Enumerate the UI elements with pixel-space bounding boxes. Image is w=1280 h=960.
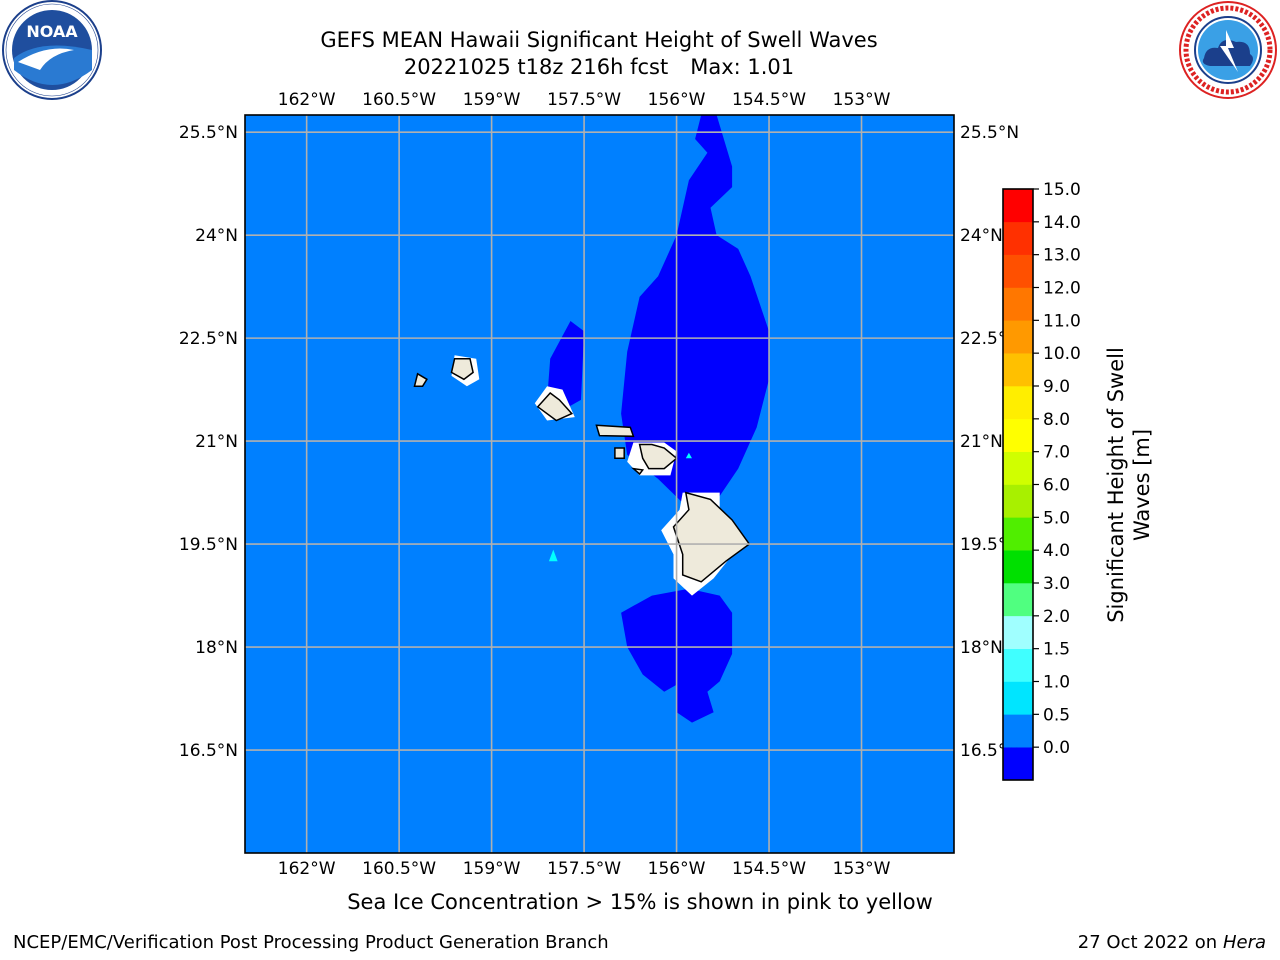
lon-tick-label-top: 159°W bbox=[463, 90, 521, 110]
colorbar-tick-label: 9.0 bbox=[1043, 377, 1070, 397]
lat-tick-label-right: 21°N bbox=[960, 432, 1003, 452]
sea-ice-note: Sea Ice Concentration > 15% is shown in … bbox=[347, 890, 933, 914]
generation-date: 27 Oct 2022 on bbox=[1077, 932, 1218, 953]
colorbar-bin bbox=[1003, 615, 1033, 649]
lon-tick-label-bottom: 156°W bbox=[648, 859, 706, 879]
colorbar-bin bbox=[1003, 681, 1033, 715]
lon-tick-label-bottom: 157.5°W bbox=[547, 859, 621, 879]
colorbar-bin bbox=[1003, 517, 1033, 551]
lat-tick-label-left: 22.5°N bbox=[179, 329, 238, 349]
colorbar-tick-label: 1.5 bbox=[1043, 640, 1070, 660]
colorbar-tick-label: 14.0 bbox=[1043, 213, 1081, 233]
ocean-background bbox=[245, 115, 954, 853]
swell-moderate-spot bbox=[548, 549, 558, 562]
colorbar-tick-label: 0.5 bbox=[1043, 705, 1070, 725]
colorbar-tick-label: 0.0 bbox=[1043, 738, 1070, 758]
lat-tick-label-left: 21°N bbox=[195, 432, 238, 452]
swell-low-region-oahu bbox=[547, 321, 585, 411]
swell-moderate-spot-maui bbox=[685, 452, 692, 459]
colorbar-bin bbox=[1003, 714, 1033, 748]
colorbar-tick-label: 5.0 bbox=[1043, 508, 1070, 528]
producer-credit: NCEP/EMC/Verification Post Processing Pr… bbox=[13, 932, 609, 953]
map-frame bbox=[244, 114, 955, 854]
lat-tick-label-left: 24°N bbox=[195, 226, 238, 246]
colorbar-label-line2: Waves [m] bbox=[1130, 429, 1154, 541]
colorbar-bin bbox=[1003, 189, 1033, 223]
lon-tick-label-bottom: 160.5°W bbox=[362, 859, 436, 879]
lat-tick-label-right: 18°N bbox=[960, 638, 1003, 658]
map-plot-area bbox=[245, 115, 954, 853]
island-oahu bbox=[536, 391, 574, 422]
colorbar-bin bbox=[1003, 386, 1033, 420]
colorbar-bin bbox=[1003, 221, 1033, 255]
colorbar-tick-label: 15.0 bbox=[1043, 180, 1081, 200]
colorbar-bin bbox=[1003, 583, 1033, 617]
lon-tick-label-bottom: 153°W bbox=[833, 859, 891, 879]
island-maui bbox=[638, 443, 678, 470]
island-molokai bbox=[595, 424, 635, 438]
colorbar-tick-label: 1.0 bbox=[1043, 673, 1070, 693]
lon-tick-label-top: 157.5°W bbox=[547, 90, 621, 110]
noaa-logo: NOAA bbox=[2, 0, 102, 100]
colorbar-label-line1: Significant Height of Swell bbox=[1104, 347, 1128, 623]
noaa-wordmark: NOAA bbox=[26, 22, 78, 41]
lon-tick-label-bottom: 162°W bbox=[278, 859, 336, 879]
colorbar-bin bbox=[1003, 451, 1033, 485]
lat-tick-label-right: 24°N bbox=[960, 226, 1003, 246]
nws-logo bbox=[1179, 1, 1277, 99]
generation-stamp: 27 Oct 2022 on Hera bbox=[1078, 932, 1266, 953]
colorbar-tick-label: 13.0 bbox=[1043, 246, 1081, 266]
lon-tick-label-top: 160.5°W bbox=[362, 90, 436, 110]
colorbar-bin bbox=[1003, 353, 1033, 387]
colorbar-bin bbox=[1003, 287, 1033, 321]
lon-tick-label-top: 153°W bbox=[833, 90, 891, 110]
colorbar-tick-label: 12.0 bbox=[1043, 279, 1081, 299]
colorbar-tick-label: 8.0 bbox=[1043, 410, 1070, 430]
colorbar-bin bbox=[1003, 418, 1033, 452]
lat-tick-label-left: 19.5°N bbox=[179, 535, 238, 555]
colorbar-tick-label: 2.0 bbox=[1043, 607, 1070, 627]
colorbar-bin bbox=[1003, 747, 1033, 781]
lat-tick-label-left: 25.5°N bbox=[179, 123, 238, 143]
colorbar-bin bbox=[1003, 254, 1033, 288]
island-niihau bbox=[413, 372, 428, 387]
forecast-run-label: 20221025 t18z 216h fcst bbox=[403, 55, 669, 79]
lon-tick-label-top: 162°W bbox=[278, 90, 336, 110]
max-value-label: Max: 1.01 bbox=[690, 55, 795, 79]
colorbar-tick-label: 3.0 bbox=[1043, 574, 1070, 594]
colorbar-bin bbox=[1003, 484, 1033, 518]
forecast-subtitle: 20221025 t18z 216h fcst Max: 1.01 bbox=[0, 54, 1198, 80]
colorbar-label: Significant Height of SwellWaves [m] bbox=[1104, 347, 1154, 623]
island-lanai bbox=[614, 447, 625, 460]
colorbar-tick-label: 6.0 bbox=[1043, 476, 1070, 496]
lon-tick-label-top: 156°W bbox=[648, 90, 706, 110]
colorbar-bin bbox=[1003, 550, 1033, 584]
island-kauai bbox=[450, 357, 474, 381]
lon-tick-label-bottom: 154.5°W bbox=[732, 859, 806, 879]
lon-tick-label-bottom: 159°W bbox=[463, 859, 521, 879]
lon-tick-label-top: 154.5°W bbox=[732, 90, 806, 110]
colorbar-tick-label: 11.0 bbox=[1043, 311, 1081, 331]
map-title: GEFS MEAN Hawaii Significant Height of S… bbox=[320, 28, 878, 52]
lat-tick-label-left: 16.5°N bbox=[179, 741, 238, 761]
colorbar-tick-label: 4.0 bbox=[1043, 541, 1070, 561]
colorbar-tick-label: 10.0 bbox=[1043, 344, 1081, 364]
generation-machine: Hera bbox=[1222, 932, 1266, 953]
island-kahoolawe bbox=[631, 467, 645, 476]
colorbar-bin bbox=[1003, 648, 1033, 682]
lat-tick-label-left: 18°N bbox=[195, 638, 238, 658]
island-hawaii bbox=[672, 491, 751, 583]
colorbar-bin bbox=[1003, 320, 1033, 354]
lat-tick-label-right: 25.5°N bbox=[960, 123, 1019, 143]
colorbar-tick-label: 7.0 bbox=[1043, 443, 1070, 463]
swell-low-region-north bbox=[621, 115, 769, 503]
